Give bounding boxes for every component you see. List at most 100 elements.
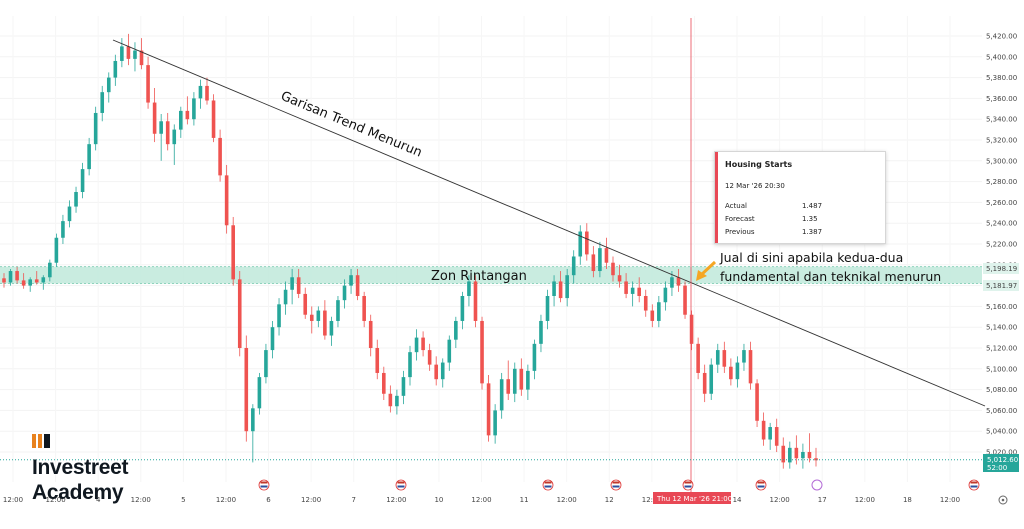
candle-body (283, 289, 288, 305)
candle-body (801, 452, 805, 459)
candle-body (152, 102, 157, 134)
candle-body (715, 350, 720, 365)
candle-body (519, 368, 524, 390)
x-tick-label: 17 (818, 496, 827, 504)
candle-body (179, 110, 183, 130)
y-tick-label: 5,300.00 (986, 157, 1017, 165)
us-flag-icon (395, 479, 407, 491)
x-tick-label: 12:00 (386, 496, 406, 504)
candle-body (414, 337, 419, 353)
us-flag-icon (682, 479, 694, 491)
zone-lower-price-tag: 5,181.97 (983, 280, 1019, 291)
candle-body (663, 287, 668, 303)
candle-body (676, 277, 681, 286)
event-datetime: 12 Mar '26 20:30 (725, 182, 785, 190)
candle-body (571, 256, 576, 276)
candle-body (93, 112, 98, 145)
us-flag-icon (968, 479, 980, 491)
flag-stripe (612, 481, 620, 484)
x-tick-label: 7 (351, 496, 355, 504)
candle-body (637, 287, 641, 296)
candle-body (617, 275, 622, 282)
y-tick-label: 5,320.00 (986, 137, 1017, 145)
y-tick-label: 5,280.00 (986, 178, 1017, 186)
x-tick-label: 5 (181, 496, 185, 504)
flag-stripe (970, 485, 978, 488)
y-tick-label: 5,080.00 (986, 386, 1017, 394)
candle-body (526, 370, 530, 390)
candle-body (532, 343, 537, 371)
candles (2, 33, 818, 469)
candle-body (172, 129, 177, 145)
y-tick-label: 5,060.00 (986, 407, 1017, 415)
candle-body (670, 277, 674, 288)
candle-body (421, 337, 425, 351)
candle-body (146, 65, 150, 103)
candle-body (604, 248, 609, 263)
x-tick-label: 12:00 (770, 496, 790, 504)
candle-body (696, 343, 700, 373)
candle-body (611, 262, 615, 276)
candle-body (231, 225, 235, 280)
x-tick-label: 12:00 (131, 496, 151, 504)
y-tick-label: 5,100.00 (986, 365, 1017, 373)
candle-body (165, 121, 170, 145)
cursor-time-tag: Thu 12 Mar '26 21:00 (653, 492, 732, 504)
candle-body (316, 310, 321, 321)
candle-body (342, 285, 347, 301)
event-flags[interactable] (258, 479, 980, 491)
trend-line (112, 39, 986, 407)
candle-body (15, 271, 19, 281)
candle-body (742, 350, 746, 363)
x-tick-label: 12:00 (3, 496, 23, 504)
event-row-previous: Previous 1.387 (725, 228, 823, 236)
y-tick-label: 5,340.00 (986, 116, 1017, 124)
candle-body (755, 383, 759, 421)
x-tick-label: 11 (520, 496, 529, 504)
candle-body (80, 169, 85, 192)
candle-body (794, 447, 799, 459)
candle-body (683, 285, 687, 315)
y-tick-label: 5,420.00 (986, 33, 1017, 41)
candle-body (748, 350, 753, 384)
flag-stripe (544, 481, 552, 484)
flag-stripe (970, 481, 978, 484)
candle-body (54, 237, 59, 263)
us-flag-icon (258, 479, 270, 491)
candle-body (761, 420, 766, 440)
candle-body (788, 447, 792, 463)
svg-text:Thu 12 Mar '26 21:00: Thu 12 Mar '26 21:00 (656, 495, 732, 503)
candle-body (120, 46, 124, 61)
flag-stripe (544, 485, 552, 488)
x-tick-label: 12:00 (855, 496, 875, 504)
y-tick-label: 5,160.00 (986, 303, 1017, 311)
candle-body (264, 350, 268, 378)
candle-body (41, 277, 46, 283)
logo-line2: Academy (32, 481, 124, 504)
x-tick-label: 12:00 (45, 496, 65, 504)
x-tick-label: 4 (96, 496, 101, 504)
candle-body (440, 362, 445, 380)
time-axis[interactable]: 12:00 12:00 4 12:00 5 12:00 6 12:00 7 12:00 10 12:0… (3, 496, 960, 504)
price-axis[interactable]: 5,020.00 5,040.00 5,060.00 5,080.00 5,100.00… (986, 33, 1017, 457)
candle-body (624, 281, 628, 294)
svg-text:52:00: 52:00 (987, 464, 1007, 472)
flag-stripe (397, 481, 405, 484)
us-flag-icon (610, 479, 622, 491)
trend-line-label: Garisan Trend Menurun (278, 89, 424, 161)
candle-body (506, 379, 511, 394)
x-tick-label: 6 (266, 496, 271, 504)
candle-body (774, 427, 779, 446)
svg-text:5,198.19: 5,198.19 (986, 265, 1017, 273)
y-tick-label: 5,360.00 (986, 95, 1017, 103)
candle-body (21, 280, 26, 286)
candle-body (702, 372, 707, 394)
x-tick-label: 18 (903, 496, 912, 504)
zone-label: Zon Rintangan (431, 269, 527, 284)
candle-body (643, 296, 648, 311)
candle-body (192, 98, 196, 120)
settings-icon[interactable] (998, 495, 1008, 505)
us-flag-icon (542, 479, 554, 491)
x-tick-label: 12 (605, 496, 614, 504)
